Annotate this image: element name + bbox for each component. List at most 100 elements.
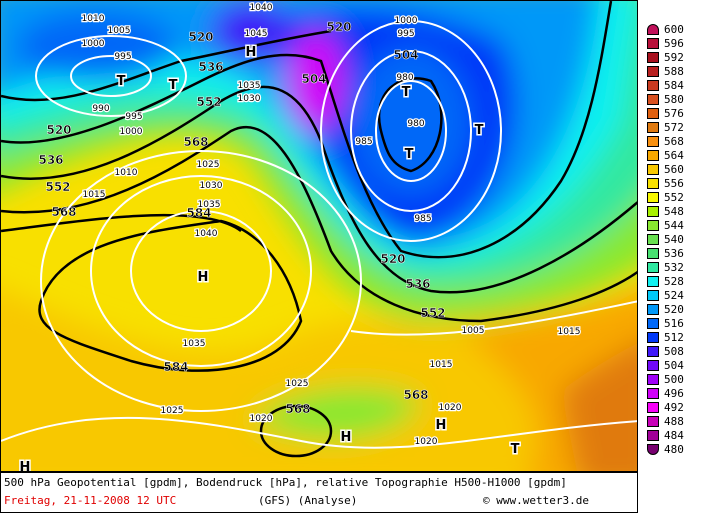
legend-swatch	[647, 444, 659, 455]
legend-swatch	[647, 108, 659, 119]
legend-level: 492	[664, 401, 684, 414]
pressure-label: 990	[92, 104, 109, 114]
legend-swatch	[647, 164, 659, 175]
pressure-label: 1005	[462, 326, 485, 336]
legend-level: 572	[664, 121, 684, 134]
legend-swatch	[647, 318, 659, 329]
legend-swatch	[647, 178, 659, 189]
legend-swatch	[647, 122, 659, 133]
legend-swatch	[647, 206, 659, 217]
low-pressure-center: T	[475, 123, 484, 138]
geopotential-label: 584	[186, 206, 211, 220]
legend-level: 532	[664, 261, 684, 274]
low-pressure-center: T	[402, 85, 411, 100]
legend-level: 500	[664, 373, 684, 386]
legend-level: 552	[664, 191, 684, 204]
pressure-label: 1020	[415, 437, 438, 447]
pressure-label: 1010	[115, 168, 138, 178]
legend-level: 584	[664, 79, 684, 92]
low-pressure-center: T	[511, 442, 520, 457]
legend-level: 512	[664, 331, 684, 344]
legend-swatch	[647, 430, 659, 441]
geopotential-label: 520	[326, 20, 351, 34]
legend-level: 576	[664, 107, 684, 120]
legend-level: 568	[664, 135, 684, 148]
color-legend: 600 596 592 588 584 580 576 572 568 564 560 556 552 5…	[644, 22, 704, 458]
legend-swatch	[647, 304, 659, 315]
geopotential-label: 536	[38, 153, 63, 167]
legend-swatch	[647, 80, 659, 91]
legend-level: 508	[664, 345, 684, 358]
caption-box: 500 hPa Geopotential [gpdm], Bodendruck …	[0, 472, 638, 513]
geopotential-label: 568	[183, 135, 208, 149]
legend-swatch	[647, 276, 659, 287]
model-info: (GFS) (Analyse)	[258, 494, 358, 507]
copyright: © www.wetter3.de	[483, 494, 589, 507]
map-field	[1, 1, 637, 471]
low-pressure-center: T	[117, 74, 126, 89]
legend-swatch	[647, 150, 659, 161]
pressure-isobars	[1, 20, 637, 449]
pressure-label: 980	[396, 73, 413, 83]
pressure-label: 980	[407, 119, 424, 129]
geopotential-label: 536	[198, 60, 223, 74]
legend-level: 548	[664, 205, 684, 218]
legend-level: 524	[664, 289, 684, 302]
pressure-label: 1020	[250, 414, 273, 424]
legend-level: 564	[664, 149, 684, 162]
pressure-label: 1000	[82, 39, 105, 49]
legend-level: 536	[664, 247, 684, 260]
geopotential-label: 520	[46, 123, 71, 137]
pressure-label: 1000	[395, 16, 418, 26]
low-pressure-center: T	[169, 78, 178, 93]
legend-level: 484	[664, 429, 684, 442]
pressure-label: 995	[114, 52, 131, 62]
legend-swatch	[647, 290, 659, 301]
legend-level: 540	[664, 233, 684, 246]
legend-swatch	[647, 52, 659, 63]
geopotential-label: 552	[420, 306, 445, 320]
legend-level: 488	[664, 415, 684, 428]
high-pressure-center: H	[436, 418, 447, 433]
legend-level: 528	[664, 275, 684, 288]
map-title: 500 hPa Geopotential [gpdm], Bodendruck …	[4, 476, 567, 489]
geopotential-label: 520	[380, 252, 405, 266]
legend-swatch	[647, 248, 659, 259]
legend-swatch	[647, 332, 659, 343]
legend-level: 580	[664, 93, 684, 106]
pressure-label: 1030	[200, 181, 223, 191]
pressure-label: 1025	[161, 406, 184, 416]
legend-swatch	[647, 360, 659, 371]
legend-swatch	[647, 388, 659, 399]
legend-swatch	[647, 346, 659, 357]
legend-level: 556	[664, 177, 684, 190]
legend-swatch	[647, 402, 659, 413]
legend-level: 496	[664, 387, 684, 400]
legend-level: 596	[664, 37, 684, 50]
pressure-label: 1000	[120, 127, 143, 137]
pressure-label: 1015	[430, 360, 453, 370]
legend-level: 504	[664, 359, 684, 372]
geopotential-label: 568	[285, 402, 310, 416]
pressure-label: 1015	[558, 327, 581, 337]
legend-level: 480	[664, 443, 684, 456]
high-pressure-center: H	[341, 430, 352, 445]
geopotential-label: 552	[45, 180, 70, 194]
legend-swatch	[647, 94, 659, 105]
pressure-label: 1005	[108, 26, 131, 36]
legend-level: 520	[664, 303, 684, 316]
geopotential-label: 520	[188, 30, 213, 44]
pressure-label: 995	[125, 112, 142, 122]
map-date: Freitag, 21-11-2008 12 UTC	[4, 494, 177, 507]
pressure-label: 1040	[195, 229, 218, 239]
pressure-label: 995	[397, 29, 414, 39]
legend-swatch	[647, 220, 659, 231]
legend-level: 516	[664, 317, 684, 330]
pressure-label: 1035	[238, 81, 261, 91]
legend-level: 592	[664, 51, 684, 64]
pressure-label: 1025	[286, 379, 309, 389]
legend-swatch	[647, 262, 659, 273]
pressure-label: 1025	[197, 160, 220, 170]
legend-level: 544	[664, 219, 684, 232]
